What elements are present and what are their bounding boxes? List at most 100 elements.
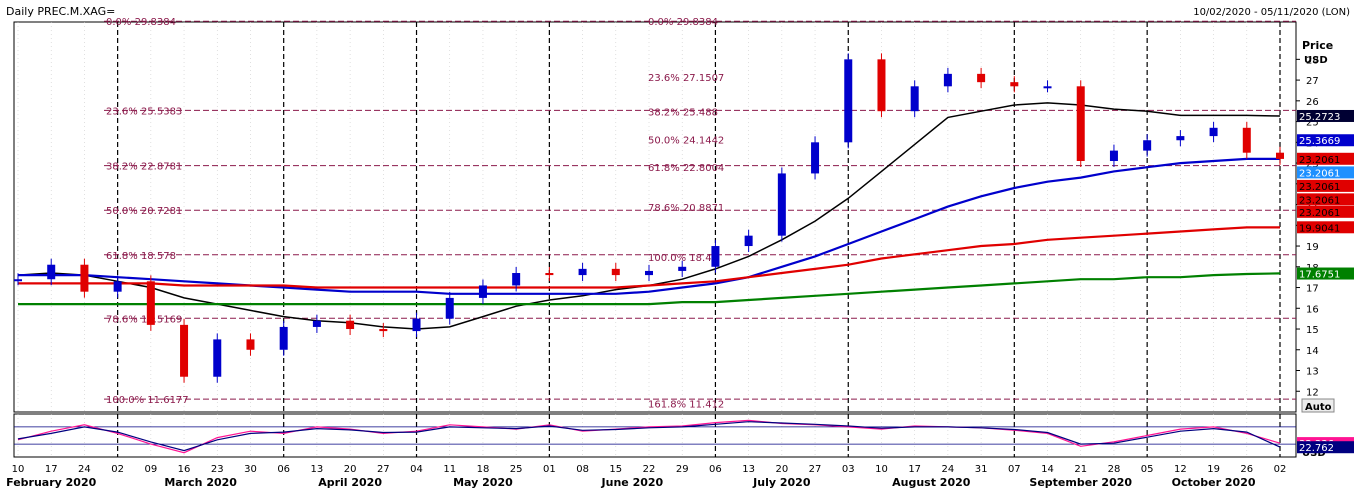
- date-tick-label: 30: [244, 464, 257, 475]
- price-tick-label: 27: [1306, 76, 1319, 87]
- candle-body: [246, 339, 255, 350]
- candle-body: [312, 320, 321, 327]
- moving-averages: [17, 102, 1281, 330]
- date-tick-label: 06: [709, 464, 722, 475]
- fib-label: 50.0% 24.1442: [648, 135, 724, 146]
- chart-title: Daily PREC.M.XAG=: [6, 5, 115, 18]
- fib-label: 61.8% 18.578: [106, 251, 176, 262]
- date-tick-label: 12: [1174, 464, 1187, 475]
- price-tag: [1297, 205, 1354, 218]
- date-tick-label: 22: [643, 464, 656, 475]
- date-tick-label: 15: [609, 464, 622, 475]
- candle-body: [1109, 150, 1118, 161]
- price-tag: [1297, 109, 1354, 122]
- date-tick-label: 31: [975, 464, 988, 475]
- fib-label: 61.8% 22.8004: [648, 163, 724, 174]
- candle-body: [146, 281, 155, 325]
- price-tag: [1297, 193, 1354, 206]
- candle-body: [512, 273, 521, 286]
- price-axis-title: Price: [1302, 39, 1333, 52]
- fib-label: 161.8% 11.412: [648, 399, 724, 410]
- candle-body: [279, 326, 288, 350]
- date-tick-label: 27: [809, 464, 822, 475]
- date-tick-label: 10: [12, 464, 25, 475]
- date-tick-label: 27: [377, 464, 390, 475]
- candle-body: [478, 285, 487, 298]
- date-tick-label: 29: [676, 464, 689, 475]
- candle-body: [1076, 86, 1085, 161]
- price-tick-label: 26: [1306, 97, 1319, 108]
- fib-label: 0.0% 29.8384: [106, 17, 176, 28]
- candle-body: [80, 264, 89, 292]
- oscillator-line: [17, 419, 1281, 454]
- month-label: April 2020: [318, 476, 382, 489]
- candle-body: [744, 235, 753, 247]
- month-label: February 2020: [6, 476, 96, 489]
- oscillator-tag-label: 22.762: [1299, 443, 1334, 454]
- date-tick-label: 21: [1074, 464, 1087, 475]
- fib-label: 0.0% 29.8384: [648, 17, 718, 28]
- candle-body: [47, 264, 56, 280]
- price-tag-label: 23.2061: [1299, 155, 1340, 166]
- date-tick-label: 02: [111, 464, 124, 475]
- oscillator-line: [17, 421, 1281, 452]
- date-tick-label: 05: [1141, 464, 1154, 475]
- oscillator-panel: [14, 419, 1296, 454]
- month-label: August 2020: [892, 476, 971, 489]
- month-label: May 2020: [453, 476, 513, 489]
- date-tick-label: 20: [775, 464, 788, 475]
- price-tick-label: 25: [1306, 118, 1319, 129]
- candle-body: [412, 318, 421, 332]
- date-tick-label: 01: [543, 464, 556, 475]
- price-tag: [1297, 152, 1354, 165]
- date-tick-label: 08: [576, 464, 589, 475]
- date-tick-label: 10: [875, 464, 888, 475]
- price-tag: [1297, 267, 1354, 280]
- price-tick-label: 28: [1306, 55, 1319, 66]
- date-tick-label: 04: [410, 464, 423, 475]
- plot-frame: [13, 21, 1297, 413]
- price-tag: [1297, 179, 1354, 192]
- auto-scale-button[interactable]: [1301, 398, 1335, 413]
- date-tick-label: 18: [477, 464, 490, 475]
- candles: [14, 53, 1284, 383]
- price-tag: [1297, 221, 1354, 234]
- candle-body: [711, 246, 720, 267]
- date-tick-label: 06: [277, 464, 290, 475]
- fib-label: 78.6% 15.5169: [106, 314, 182, 325]
- oscillator-axis-unit: USD: [1302, 448, 1326, 459]
- month-label: March 2020: [164, 476, 237, 489]
- price-tick-label: 16: [1306, 304, 1319, 315]
- candle-body: [777, 173, 786, 236]
- moving-average-line: [18, 157, 1280, 295]
- date-tick-label: 19: [1207, 464, 1220, 475]
- candle-body: [346, 320, 355, 330]
- candle-body: [943, 73, 952, 87]
- date-tick-label: 26: [1240, 464, 1253, 475]
- candle-body: [844, 59, 853, 143]
- date-tick-label: 23: [211, 464, 224, 475]
- auto-scale-label[interactable]: Auto: [1305, 402, 1332, 413]
- candle-body: [811, 142, 820, 174]
- price-tick-label: 12: [1306, 387, 1319, 398]
- date-tick-label: 14: [1041, 464, 1054, 475]
- candle-body: [678, 266, 687, 271]
- fib-label: 100.0% 11.6177: [106, 395, 189, 406]
- price-tag-label: 25.3669: [1299, 136, 1340, 147]
- candle-body: [445, 297, 454, 319]
- price-tick-label: 15: [1306, 325, 1319, 336]
- oscillator-tag: [1297, 441, 1354, 454]
- fib-label: 100.0% 18.47: [648, 253, 718, 264]
- candle-body: [877, 59, 886, 112]
- date-tick-label: 13: [311, 464, 324, 475]
- moving-average-line: [18, 226, 1280, 289]
- candle-body: [213, 339, 222, 377]
- candle-body: [1143, 140, 1152, 151]
- fib-label: 38.2% 25.488: [648, 107, 718, 118]
- date-tick-label: 13: [742, 464, 755, 475]
- candle-body: [545, 273, 554, 276]
- price-tag-label: 19.9041: [1299, 223, 1340, 234]
- price-tag: [1297, 166, 1354, 179]
